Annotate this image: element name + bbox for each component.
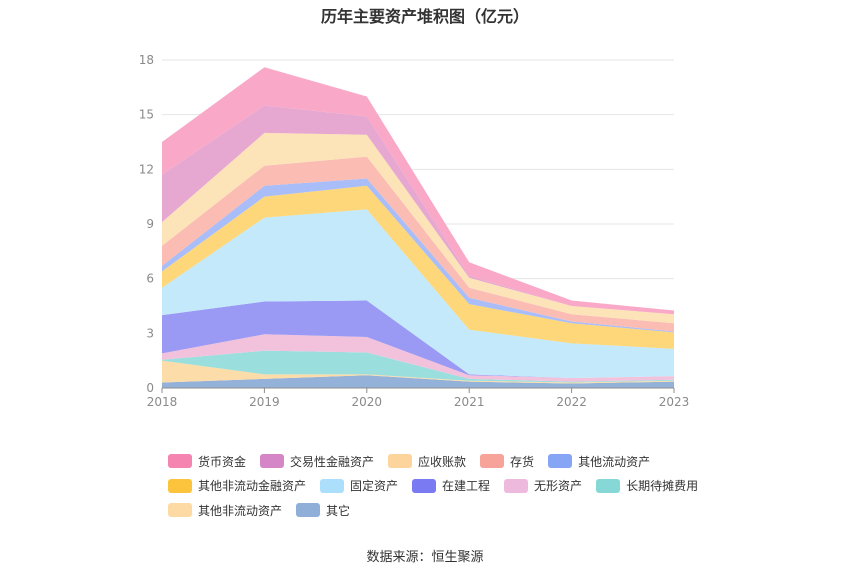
legend-row: 货币资金 交易性金融资产 应收账款 存货 其他流动资产 <box>168 449 728 474</box>
x-tick-label: 2023 <box>659 395 690 409</box>
area-series <box>162 360 674 384</box>
legend-swatch <box>596 478 621 493</box>
data-source: 数据来源：恒生聚源 <box>366 550 484 565</box>
legend-item[interactable]: 其它 <box>296 502 350 519</box>
legend-swatch <box>412 478 437 493</box>
legend-row: 其他非流动资产 其它 <box>168 498 728 523</box>
x-tick-label: 2021 <box>454 395 485 409</box>
legend-item[interactable]: 其他非流动金融资产 <box>168 477 306 494</box>
x-tick-label: 2020 <box>352 395 383 409</box>
legend-label: 无形资产 <box>534 479 583 494</box>
x-tick-label: 2019 <box>249 395 280 409</box>
legend-label: 交易性金融资产 <box>290 454 375 469</box>
legend-swatch <box>260 454 285 469</box>
legend-label: 固定资产 <box>350 479 399 494</box>
area-series <box>162 375 674 388</box>
y-tick-label: 15 <box>139 108 154 122</box>
legend-item[interactable]: 货币资金 <box>168 453 246 470</box>
y-tick-label: 18 <box>139 53 154 67</box>
y-tick-label: 6 <box>146 272 154 286</box>
legend-item[interactable]: 应收账款 <box>388 453 466 470</box>
legend-swatch <box>504 478 529 493</box>
chart-title: 历年主要资产堆积图（亿元） <box>320 7 529 26</box>
legend-item[interactable]: 交易性金融资产 <box>260 453 374 470</box>
area-series <box>162 334 674 382</box>
legend-item[interactable]: 其他非流动资产 <box>168 502 282 519</box>
legend-swatch <box>168 454 192 469</box>
legend-label: 其他非流动金融资产 <box>198 479 307 494</box>
legend-label: 其它 <box>326 503 351 518</box>
legend-item[interactable]: 存货 <box>480 453 534 470</box>
area-series <box>162 185 674 349</box>
y-tick-label: 0 <box>146 381 154 395</box>
legend-row: 其他非流动金融资产 固定资产 在建工程 无形资产 长期待摊费用 <box>168 474 728 499</box>
legend-item[interactable]: 固定资产 <box>320 477 398 494</box>
area-series <box>162 350 674 383</box>
legend-swatch <box>480 454 505 469</box>
area-series <box>162 209 674 378</box>
legend-item[interactable]: 长期待摊费用 <box>596 477 698 494</box>
legend-swatch <box>320 478 345 493</box>
legend-label: 货币资金 <box>198 454 247 469</box>
legend-item[interactable]: 在建工程 <box>412 477 490 494</box>
legend-item[interactable]: 无形资产 <box>504 477 582 494</box>
area-series <box>162 300 674 378</box>
y-tick-label: 9 <box>146 217 154 231</box>
legend-swatch <box>388 454 413 469</box>
y-tick-label: 12 <box>139 162 154 176</box>
legend-label: 在建工程 <box>442 479 491 494</box>
legend-item[interactable]: 其他流动资产 <box>548 453 650 470</box>
legend: 货币资金 交易性金融资产 应收账款 存货 其他流动资产其他非流动金融资产 固定资产 在建工程… <box>168 449 728 523</box>
y-tick-label: 3 <box>146 326 154 340</box>
x-tick-label: 2022 <box>556 395 587 409</box>
legend-swatch <box>168 478 192 493</box>
legend-label: 其他非流动资产 <box>198 503 283 518</box>
legend-swatch <box>296 503 321 518</box>
legend-label: 应收账款 <box>418 454 467 469</box>
legend-label: 存货 <box>510 454 535 469</box>
x-tick-label: 2018 <box>147 395 178 409</box>
area-series <box>162 67 674 315</box>
legend-label: 长期待摊费用 <box>626 479 699 494</box>
legend-label: 其他流动资产 <box>578 454 651 469</box>
legend-swatch <box>548 454 573 469</box>
legend-swatch <box>168 503 192 518</box>
